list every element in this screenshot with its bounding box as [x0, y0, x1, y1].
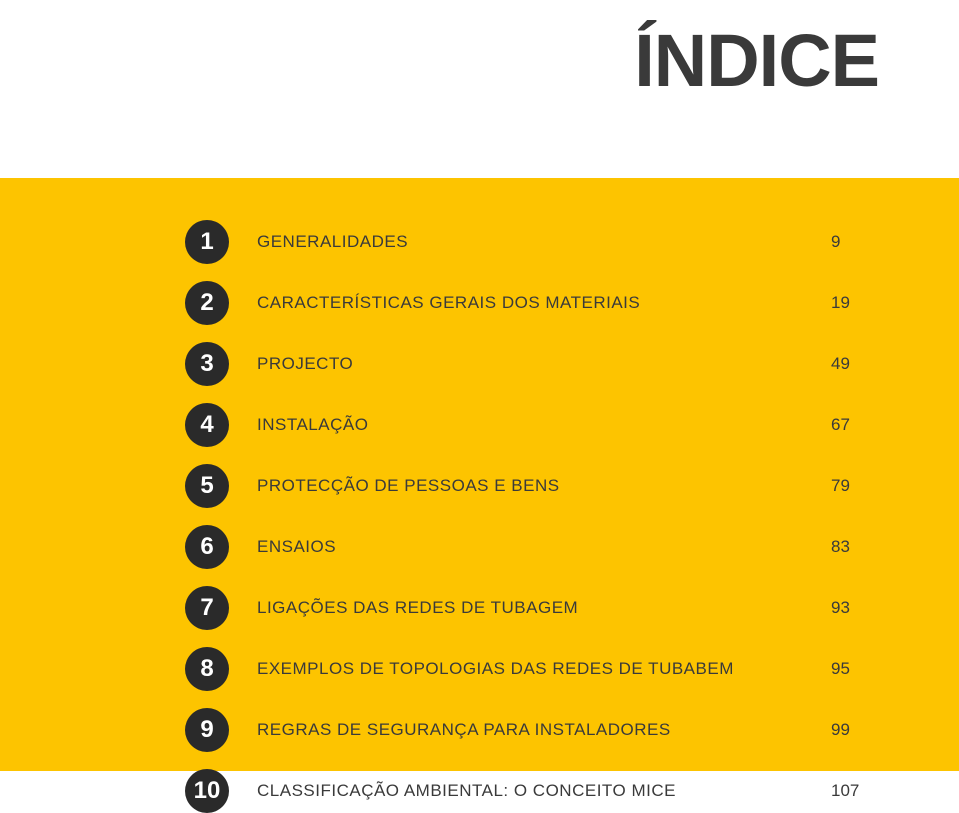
chapter-page: 9: [831, 232, 881, 252]
chapter-badge: 2: [185, 281, 229, 325]
chapter-badge: 6: [185, 525, 229, 569]
chapter-badge: 4: [185, 403, 229, 447]
chapter-page: 95: [831, 659, 881, 679]
chapter-badge: 10: [185, 769, 229, 813]
chapter-badge: 9: [185, 708, 229, 752]
chapter-label: LIGAÇÕES DAS REDES DE TUBAGEM: [257, 598, 831, 618]
chapter-badge: 1: [185, 220, 229, 264]
toc-block: 1 GENERALIDADES 9 2 CARACTERÍSTICAS GERA…: [0, 178, 959, 771]
chapter-page: 19: [831, 293, 881, 313]
chapter-page: 79: [831, 476, 881, 496]
chapter-page: 107: [831, 781, 881, 801]
toc-row: 4 INSTALAÇÃO 67: [185, 403, 881, 447]
toc-row: 8 EXEMPLOS DE TOPOLOGIAS DAS REDES DE TU…: [185, 647, 881, 691]
title-area: ÍNDICE: [0, 0, 959, 103]
toc-row: 5 PROTECÇÃO DE PESSOAS E BENS 79: [185, 464, 881, 508]
chapter-page: 99: [831, 720, 881, 740]
toc-row: 6 ENSAIOS 83: [185, 525, 881, 569]
chapter-label: INSTALAÇÃO: [257, 415, 831, 435]
toc-row: 9 REGRAS DE SEGURANÇA PARA INSTALADORES …: [185, 708, 881, 752]
chapter-badge: 8: [185, 647, 229, 691]
page-title: ÍNDICE: [634, 18, 879, 103]
chapter-label: EXEMPLOS DE TOPOLOGIAS DAS REDES DE TUBA…: [257, 659, 831, 679]
toc-row: 2 CARACTERÍSTICAS GERAIS DOS MATERIAIS 1…: [185, 281, 881, 325]
chapter-label: GENERALIDADES: [257, 232, 831, 252]
chapter-label: PROJECTO: [257, 354, 831, 374]
chapter-label: ENSAIOS: [257, 537, 831, 557]
chapter-page: 67: [831, 415, 881, 435]
chapter-badge: 5: [185, 464, 229, 508]
chapter-page: 83: [831, 537, 881, 557]
chapter-label: PROTECÇÃO DE PESSOAS E BENS: [257, 476, 831, 496]
chapter-label: CARACTERÍSTICAS GERAIS DOS MATERIAIS: [257, 293, 831, 313]
chapter-label: CLASSIFICAÇÃO AMBIENTAL: O CONCEITO MICE: [257, 781, 831, 801]
chapter-page: 49: [831, 354, 881, 374]
toc-row: 10 CLASSIFICAÇÃO AMBIENTAL: O CONCEITO M…: [185, 769, 881, 813]
toc-row: 7 LIGAÇÕES DAS REDES DE TUBAGEM 93: [185, 586, 881, 630]
toc-row: 3 PROJECTO 49: [185, 342, 881, 386]
chapter-page: 93: [831, 598, 881, 618]
chapter-badge: 3: [185, 342, 229, 386]
chapter-badge: 7: [185, 586, 229, 630]
toc-row: 1 GENERALIDADES 9: [185, 220, 881, 264]
chapter-label: REGRAS DE SEGURANÇA PARA INSTALADORES: [257, 720, 831, 740]
